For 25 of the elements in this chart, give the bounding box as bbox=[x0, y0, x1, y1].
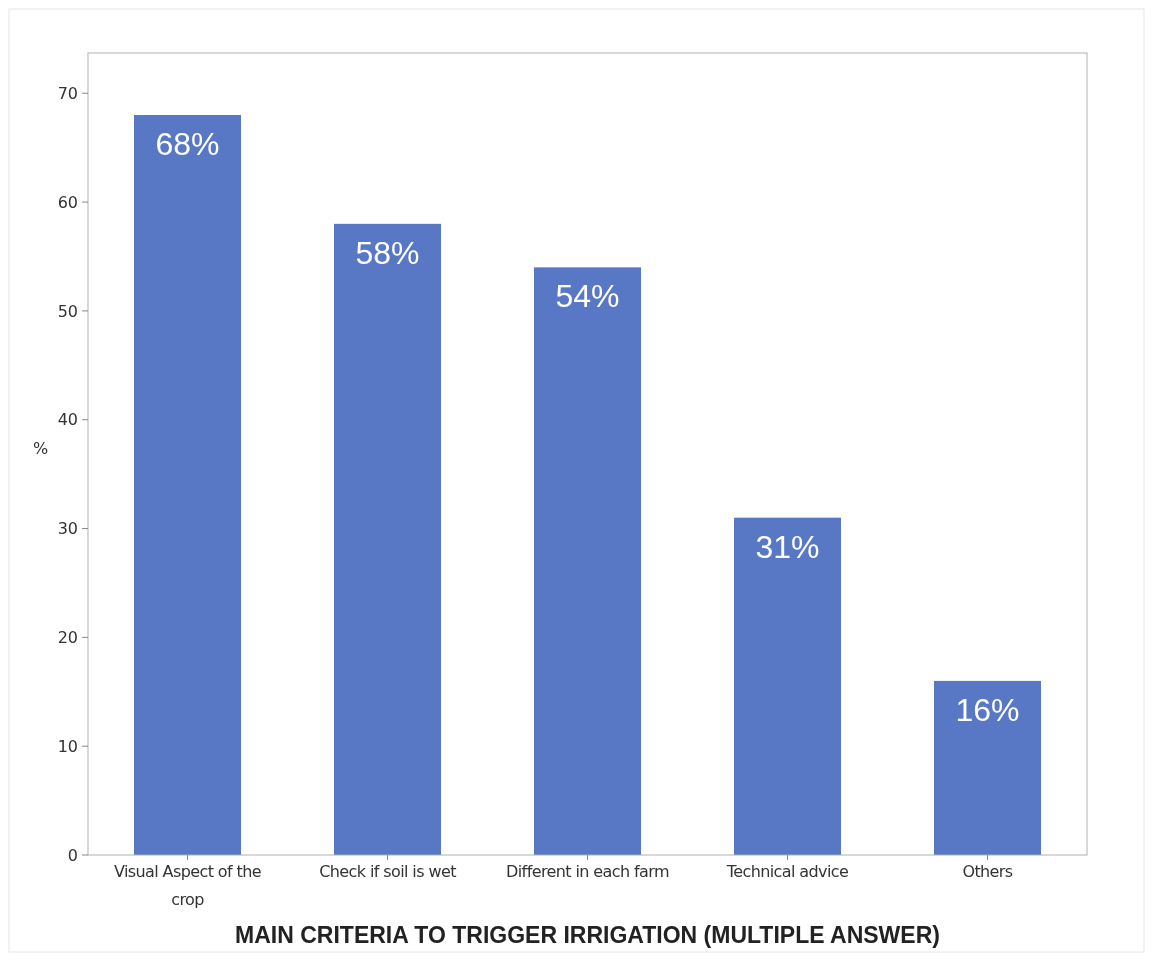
y-tick-label: 10 bbox=[57, 736, 78, 756]
bar bbox=[134, 115, 241, 855]
y-tick-label: 30 bbox=[57, 519, 78, 539]
y-tick-label: 50 bbox=[57, 301, 78, 321]
bar bbox=[734, 517, 841, 855]
y-tick-label: 60 bbox=[57, 192, 78, 212]
data-label: 16% bbox=[955, 691, 1020, 728]
x-tick-label: Different in each farm bbox=[506, 862, 669, 881]
data-label: 54% bbox=[555, 278, 620, 315]
y-tick-label: 20 bbox=[57, 627, 78, 647]
y-axis-title: % bbox=[33, 439, 49, 458]
y-tick-label: 0 bbox=[67, 845, 78, 865]
x-axis-title: MAIN CRITERIA TO TRIGGER IRRIGATION (MULTIPLE ANSWER) bbox=[235, 922, 940, 948]
data-label: 31% bbox=[755, 528, 820, 565]
bar bbox=[534, 267, 641, 855]
y-tick-label: 70 bbox=[57, 83, 78, 103]
data-label: 58% bbox=[355, 234, 420, 271]
bar bbox=[334, 223, 441, 855]
x-tick-label: Others bbox=[962, 862, 1013, 881]
y-tick-label: 40 bbox=[57, 410, 78, 430]
x-tick-label: Technical advice bbox=[725, 862, 849, 881]
x-tick-label: Visual Aspect of the crop bbox=[113, 862, 262, 909]
data-label: 68% bbox=[155, 126, 220, 163]
x-tick-label: Check if soil is wet bbox=[319, 862, 457, 881]
bar bbox=[934, 680, 1041, 855]
